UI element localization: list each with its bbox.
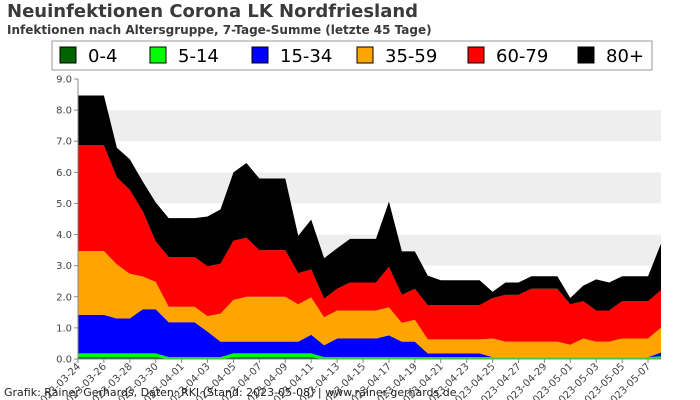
y-axis-ticks: 0.0 1.0 2.0 3.0 4.0 5.0 6.0 7.0 8.0 9.0	[56, 75, 78, 366]
legend-label: 5-14	[178, 46, 219, 67]
grid-band	[78, 110, 661, 142]
y-tick-label: 8.0	[56, 106, 72, 117]
grid-band	[78, 79, 661, 111]
chart-title: Neuinfektionen Corona LK Nordfriesland	[7, 1, 419, 22]
y-tick-label: 2.0	[56, 292, 72, 303]
y-tick-label: 0.0	[56, 355, 72, 366]
legend: 0-4 5-14 15-34 35-59 60-79 80+	[51, 40, 653, 71]
y-tick-label: 9.0	[56, 75, 72, 86]
legend-swatch	[356, 46, 374, 64]
y-tick-label: 4.0	[56, 230, 72, 241]
legend-swatch	[251, 46, 269, 64]
grid-band	[78, 141, 661, 173]
grid-band	[78, 172, 661, 204]
area-series-80+	[78, 95, 661, 311]
legend-swatch	[149, 46, 167, 64]
y-tick-label: 1.0	[56, 323, 72, 334]
legend-label: 15-34	[280, 46, 332, 67]
y-tick-label: 5.0	[56, 199, 72, 210]
legend-label: 80+	[606, 46, 644, 67]
legend-swatch	[467, 46, 485, 64]
y-tick-label: 6.0	[56, 168, 72, 179]
area-series-15-34	[78, 309, 661, 358]
y-tick-label: 3.0	[56, 261, 72, 272]
y-tick-label: 7.0	[56, 137, 72, 148]
credit-line: Grafik: Rainer Gerhards, Daten: RKI (Sta…	[4, 386, 457, 399]
legend-box	[51, 40, 653, 71]
legend-label: 60-79	[496, 46, 548, 67]
chart-subtitle: Infektionen nach Altersgruppe, 7-Tage-Su…	[7, 23, 432, 37]
area-series-35-59	[78, 251, 661, 358]
area-series-5-14	[78, 353, 661, 359]
legend-swatch	[59, 46, 77, 64]
plot-frame	[77, 79, 661, 360]
legend-label: 0-4	[88, 46, 117, 67]
legend-swatch	[577, 46, 595, 64]
area-series-60-79	[78, 145, 661, 345]
legend-label: 35-59	[385, 46, 437, 67]
